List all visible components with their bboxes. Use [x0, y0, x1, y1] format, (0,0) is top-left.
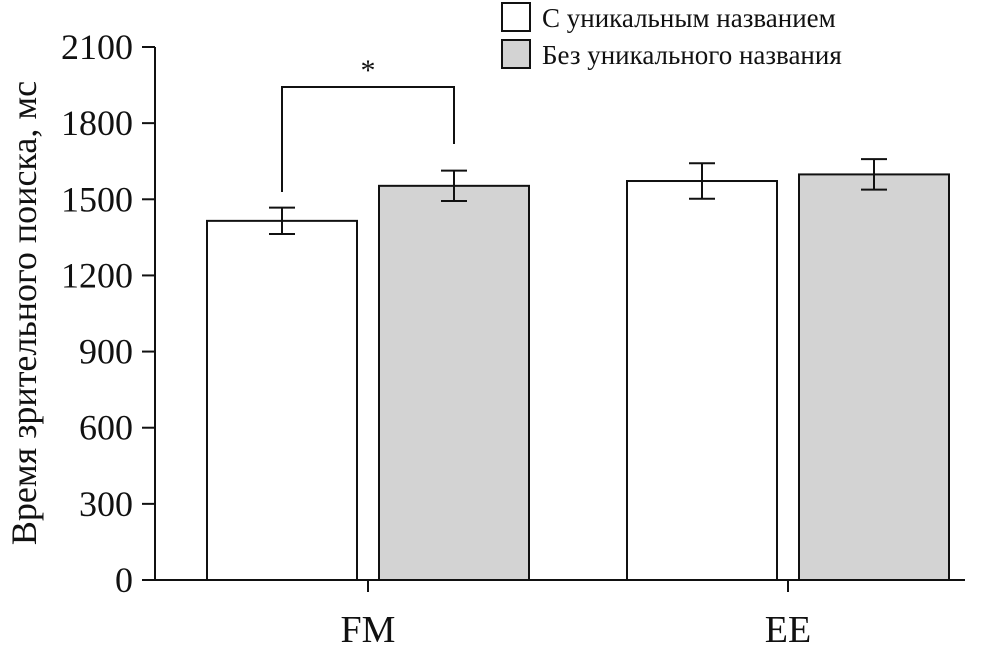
y-tick-label: 900	[79, 332, 133, 372]
y-tick-label: 1200	[61, 255, 133, 295]
error-bars-group	[269, 158, 887, 236]
y-tick-label: 0	[115, 560, 133, 600]
legend: С уникальным названием Без уникального на…	[501, 2, 842, 70]
legend-label-series-2: Без уникального названия	[542, 40, 842, 70]
axes: 0 300 600 900 1200 1500 1800 2100 FM EE	[61, 27, 965, 651]
y-tick-label: 300	[79, 484, 133, 524]
x-tick-label: EE	[765, 609, 811, 651]
bars-group	[206, 173, 950, 582]
significance-group: *	[281, 54, 455, 192]
bar-ee-series-1	[626, 180, 778, 582]
bar-fm-series-2	[378, 184, 530, 582]
significance-bracket	[281, 86, 455, 192]
x-tick-label: FM	[341, 609, 396, 651]
legend-swatch-series-1	[501, 2, 531, 32]
y-tick-label: 1500	[61, 179, 133, 219]
y-tick-label: 1800	[61, 103, 133, 143]
significance-star: *	[361, 54, 376, 87]
legend-label-series-1: С уникальным названием	[542, 3, 836, 33]
y-tick-label: 600	[79, 408, 133, 448]
bar-fm-series-1	[206, 219, 358, 581]
y-axis-label: Время зрительного поиска, мс	[4, 81, 44, 545]
y-tick-label: 2100	[61, 27, 133, 67]
legend-swatch-series-2	[501, 39, 531, 69]
bar-ee-series-2	[798, 173, 950, 581]
